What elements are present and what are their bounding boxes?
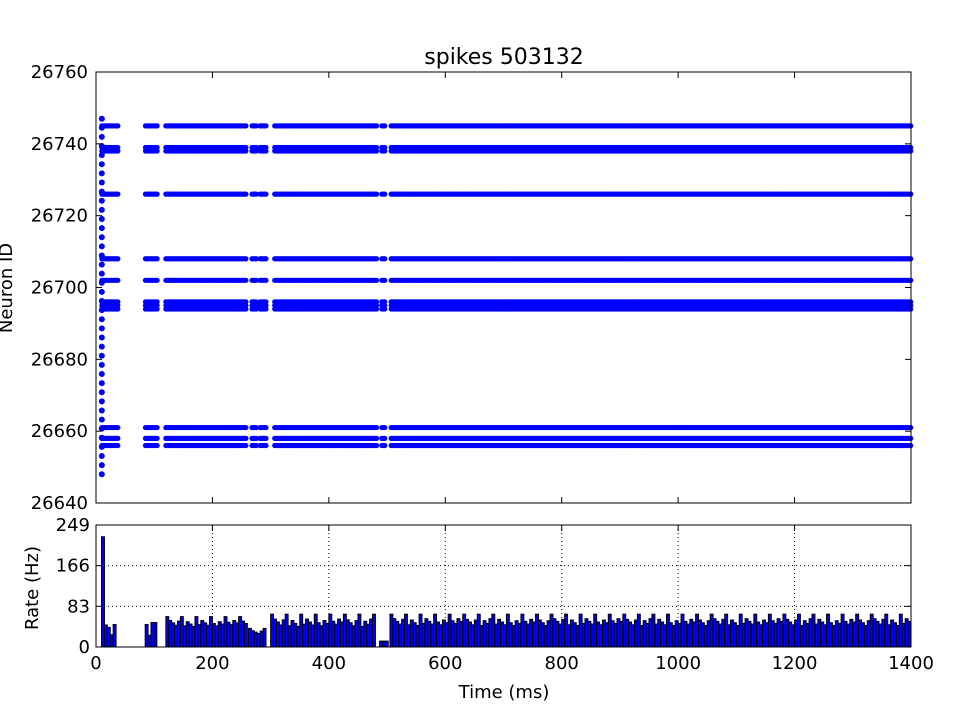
spike-dot xyxy=(98,197,105,204)
spike-dot xyxy=(373,148,380,154)
spike-dot xyxy=(98,152,105,159)
spike-dot xyxy=(98,471,105,478)
spike-dot xyxy=(382,191,388,197)
spike-dot xyxy=(243,191,249,197)
spike-dot xyxy=(263,148,269,154)
spike-dot xyxy=(382,123,388,129)
spike-dot xyxy=(98,115,105,122)
spike-dot xyxy=(373,306,380,312)
spike-dot xyxy=(382,306,388,312)
spike-dot xyxy=(253,148,259,154)
spike-dot xyxy=(98,225,105,232)
spike-dot xyxy=(98,389,105,396)
spike-dot xyxy=(373,123,380,129)
spike-dot xyxy=(382,277,388,283)
spike-dot xyxy=(98,398,105,405)
spike-dot xyxy=(98,361,105,368)
spike-dot xyxy=(115,306,121,312)
spike-dot xyxy=(98,462,105,469)
spike-dot xyxy=(373,191,380,197)
spike-dot xyxy=(98,343,105,350)
spike-dot xyxy=(115,191,121,197)
spike-dot xyxy=(263,306,269,312)
spike-dot xyxy=(98,325,105,332)
spike-dot xyxy=(263,277,269,283)
spike-dot xyxy=(154,277,160,283)
spike-dot xyxy=(263,123,269,129)
spike-dot xyxy=(382,148,388,154)
spike-dot xyxy=(98,206,105,213)
spike-dot xyxy=(263,191,269,197)
spike-dot xyxy=(98,380,105,387)
spike-dot xyxy=(243,123,249,129)
spike-dot xyxy=(115,148,121,154)
spike-dot xyxy=(373,277,380,283)
raster-title: spikes 503132 xyxy=(424,45,583,70)
spike-dot xyxy=(98,453,105,460)
spike-dot xyxy=(98,170,105,177)
spike-dot xyxy=(115,256,121,262)
spike-dot xyxy=(98,370,105,377)
spike-dot xyxy=(98,261,105,268)
spike-dot xyxy=(263,424,269,431)
spike-dot xyxy=(154,123,160,129)
spike-dot xyxy=(154,306,160,312)
spike-dot xyxy=(382,424,388,431)
spike-dot xyxy=(115,123,121,129)
spike-dot xyxy=(243,148,249,154)
spike-dot xyxy=(373,424,380,431)
spike-dot xyxy=(98,215,105,222)
spike-dot xyxy=(115,277,121,283)
spike-dot xyxy=(382,256,388,262)
spike-dot xyxy=(154,191,160,197)
spike-dot xyxy=(98,407,105,414)
spike-dot xyxy=(98,352,105,359)
spike-dot xyxy=(98,288,105,295)
spike-dot xyxy=(154,256,160,262)
spike-dot xyxy=(243,424,249,431)
spike-dot xyxy=(243,277,249,283)
spike-dot xyxy=(154,424,160,431)
spike-dot xyxy=(154,148,160,154)
spike-dot xyxy=(98,161,105,168)
spike-dot xyxy=(98,133,105,140)
spike-dot xyxy=(263,256,269,262)
spike-dot xyxy=(98,179,105,186)
spike-dot xyxy=(243,306,249,312)
spike-dot xyxy=(98,316,105,323)
spike-dot xyxy=(98,243,105,250)
spike-dot xyxy=(253,123,259,129)
spike-dot xyxy=(98,270,105,277)
spike-dot xyxy=(253,191,259,197)
spike-dot xyxy=(115,424,121,431)
spike-dot xyxy=(98,234,105,241)
raster-marks xyxy=(98,115,914,478)
spike-dot xyxy=(98,416,105,423)
spike-dot xyxy=(243,256,249,262)
spike-dot xyxy=(373,256,380,262)
spike-dot xyxy=(98,334,105,341)
